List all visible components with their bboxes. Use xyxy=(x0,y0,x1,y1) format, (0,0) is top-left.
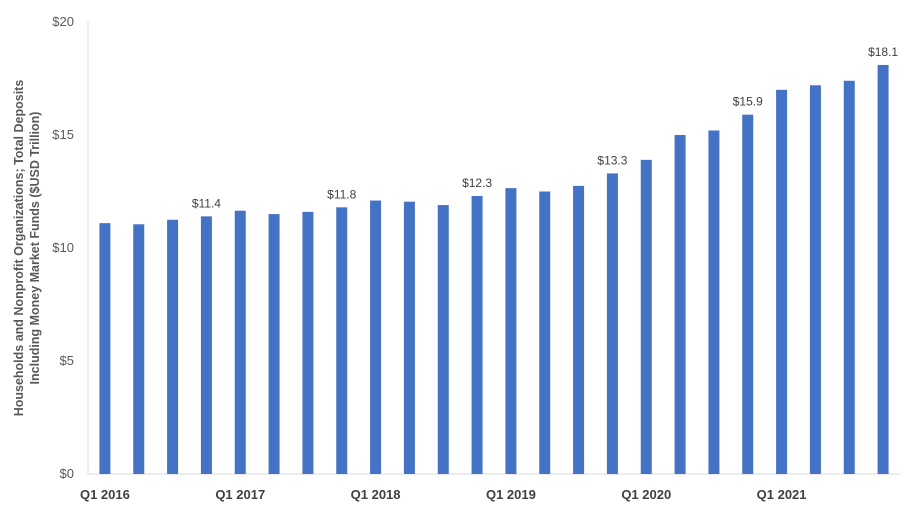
bar xyxy=(471,196,483,474)
bar xyxy=(99,223,111,474)
x-tick-label: Q1 2021 xyxy=(757,487,807,502)
bar xyxy=(403,201,415,475)
data-labels: $11.4 $11.8 $12.3 $13.3 $15.9 $18.1 xyxy=(192,45,899,210)
bar xyxy=(573,185,585,474)
x-tick-label: Q1 2020 xyxy=(621,487,671,502)
data-label: $15.9 xyxy=(733,95,763,109)
y-tick-label: $10 xyxy=(52,240,74,255)
bar xyxy=(809,85,821,474)
x-tick-label: Q1 2017 xyxy=(215,487,265,502)
bar xyxy=(167,219,179,474)
bar xyxy=(505,188,517,475)
data-label: $13.3 xyxy=(597,153,627,167)
bar xyxy=(776,89,788,475)
bar xyxy=(437,205,449,474)
bar xyxy=(640,159,652,475)
y-axis-title-line: Households and Nonprofit Organizations; … xyxy=(12,80,26,417)
y-tick-label: $5 xyxy=(60,353,74,368)
x-tick-label: Q1 2019 xyxy=(486,487,536,502)
bars xyxy=(99,64,889,475)
bar xyxy=(742,114,754,474)
y-tick-label: $0 xyxy=(60,466,74,481)
bar xyxy=(877,64,889,474)
data-label: $11.4 xyxy=(192,196,221,210)
y-axis-title-line: Including Money Market Funds ($USD Trill… xyxy=(28,112,42,385)
bar xyxy=(234,210,246,474)
bar xyxy=(708,130,720,475)
bar xyxy=(133,224,145,474)
bar xyxy=(302,211,314,474)
x-tick-label: Q1 2018 xyxy=(351,487,401,502)
bar xyxy=(200,216,212,475)
y-axis-title: Households and Nonprofit Organizations; … xyxy=(12,80,42,417)
x-tick-label: Q1 2016 xyxy=(80,487,130,502)
data-label: $11.8 xyxy=(327,187,356,201)
y-tick-label: $20 xyxy=(52,14,74,29)
x-axis: Q1 2016 Q1 2017 Q1 2018 Q1 2019 Q1 2020 Q1 20… xyxy=(80,487,807,502)
bar xyxy=(843,80,855,474)
bar xyxy=(539,191,551,474)
bar xyxy=(336,207,348,474)
y-axis: $0 $5 $10 $15 $20 xyxy=(52,14,74,481)
bar xyxy=(370,200,382,475)
y-tick-label: $15 xyxy=(52,127,74,142)
bar xyxy=(606,173,618,475)
bar xyxy=(268,214,280,474)
data-label: $12.3 xyxy=(462,176,492,190)
data-label: $18.1 xyxy=(868,45,898,59)
bar xyxy=(674,135,686,474)
